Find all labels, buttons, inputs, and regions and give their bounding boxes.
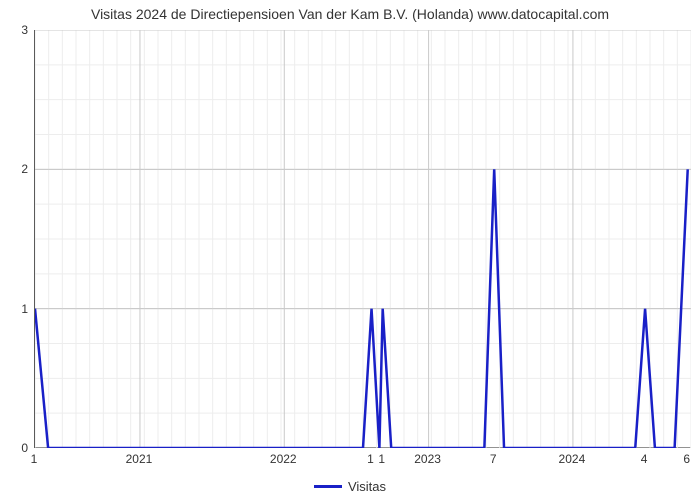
chart-container: Visitas 2024 de Directiepensioen Van der… xyxy=(0,0,700,500)
y-tick-label: 1 xyxy=(21,302,28,316)
legend-label: Visitas xyxy=(348,479,386,494)
y-tick-label: 0 xyxy=(21,441,28,455)
x-extra-label: 6 xyxy=(683,452,690,466)
legend: Visitas xyxy=(0,476,700,494)
x-extra-label: 1 xyxy=(378,452,385,466)
legend-swatch xyxy=(314,485,342,488)
x-extra-label: 1 xyxy=(367,452,374,466)
x-tick-label: 2021 xyxy=(126,452,153,466)
x-tick-label: 2024 xyxy=(559,452,586,466)
x-tick-label: 2022 xyxy=(270,452,297,466)
x-extra-label: 7 xyxy=(490,452,497,466)
chart-svg xyxy=(35,30,691,448)
plot-area xyxy=(34,30,690,448)
chart-title: Visitas 2024 de Directiepensioen Van der… xyxy=(0,6,700,22)
x-extra-label: 1 xyxy=(31,452,38,466)
y-tick-label: 2 xyxy=(21,162,28,176)
y-tick-label: 3 xyxy=(21,23,28,37)
legend-item: Visitas xyxy=(314,479,386,494)
x-tick-label: 2023 xyxy=(414,452,441,466)
x-extra-label: 4 xyxy=(641,452,648,466)
